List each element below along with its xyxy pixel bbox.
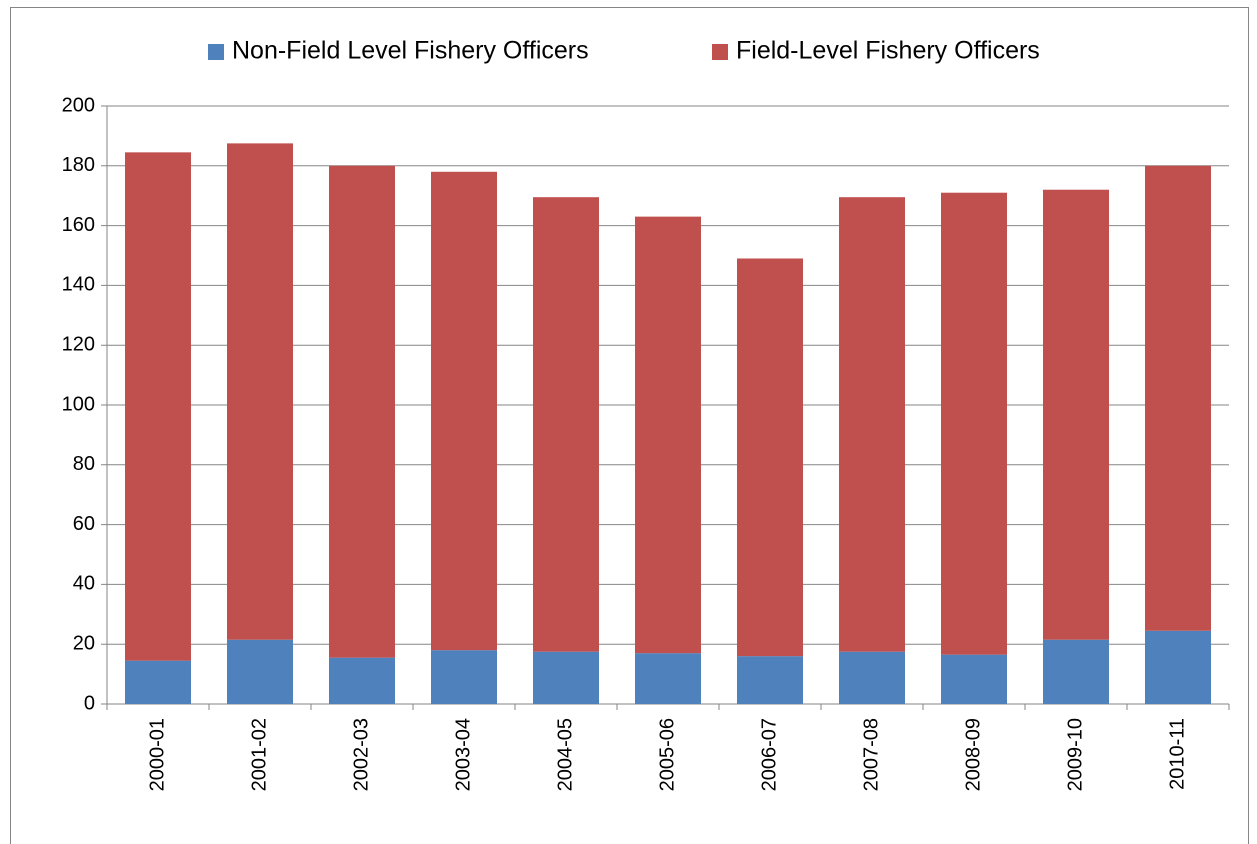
y-tick-label: 40 (73, 573, 95, 595)
legend-text: Field-Level Fishery Officers (736, 37, 1040, 65)
legend-swatch (208, 44, 224, 60)
bar-segment (941, 192, 1007, 655)
y-tick-label: 180 (62, 154, 95, 176)
bar-segment (1145, 630, 1211, 704)
y-tick-label: 100 (62, 393, 95, 415)
bar-segment (737, 656, 803, 704)
x-tick-label: 2004-05 (554, 718, 576, 791)
legend-swatch (712, 44, 728, 60)
bar-segment (635, 216, 701, 654)
bar-segment (635, 653, 701, 704)
chart-border (10, 7, 1249, 844)
bar-segment (839, 651, 905, 704)
y-tick-label: 80 (73, 453, 95, 475)
legend-text: Non-Field Level Fishery Officers (232, 37, 589, 65)
y-tick-label: 20 (73, 632, 95, 654)
bar-segment (227, 143, 293, 640)
y-tick-label: 160 (62, 214, 95, 236)
bar-segment (125, 660, 191, 704)
y-tick-label: 0 (84, 692, 95, 714)
bar-segment (1043, 639, 1109, 704)
bar-segment (1043, 189, 1109, 640)
x-tick-label: 2000-01 (146, 718, 168, 791)
y-tick-label: 120 (62, 333, 95, 355)
bar-segment (533, 651, 599, 704)
x-tick-label: 2009-10 (1064, 718, 1086, 791)
x-tick-label: 2010-11 (1166, 718, 1188, 790)
x-tick-label: 2005-06 (656, 718, 678, 791)
y-tick-label: 200 (62, 94, 95, 116)
x-tick-label: 2002-03 (350, 718, 372, 791)
y-tick-label: 60 (73, 513, 95, 535)
bar-segment (839, 197, 905, 652)
x-tick-label: 2008-09 (962, 718, 984, 791)
bar-segment (227, 639, 293, 704)
x-tick-label: 2001-02 (248, 718, 270, 791)
bar-segment (431, 650, 497, 704)
bar-segment (533, 197, 599, 652)
bar-segment (941, 654, 1007, 704)
bar-segment (125, 152, 191, 661)
x-tick-label: 2006-07 (758, 718, 780, 791)
bar-segment (1145, 165, 1211, 631)
bar-segment (329, 165, 395, 658)
y-tick-label: 140 (62, 274, 95, 296)
bar-segment (737, 258, 803, 657)
x-tick-label: 2007-08 (860, 718, 882, 791)
bar-segment (329, 657, 395, 704)
x-tick-label: 2003-04 (452, 718, 474, 791)
bar-segment (431, 171, 497, 651)
